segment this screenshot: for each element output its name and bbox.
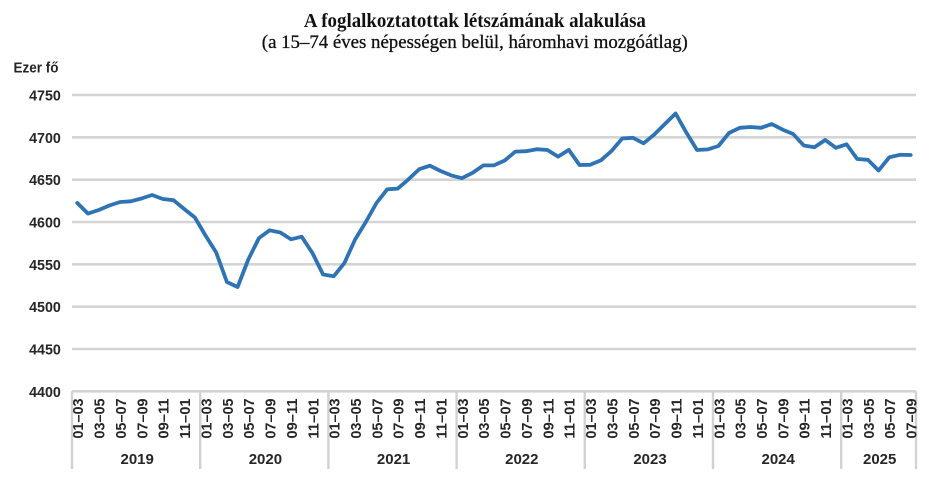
svg-text:2025: 2025	[863, 451, 896, 468]
svg-text:05–07: 05–07	[882, 398, 899, 438]
svg-text:09–11: 09–11	[797, 398, 814, 438]
svg-text:4400: 4400	[29, 384, 61, 401]
svg-text:4450: 4450	[29, 342, 61, 359]
svg-text:4750: 4750	[29, 88, 61, 105]
svg-text:11–01: 11–01	[177, 398, 194, 438]
svg-text:2020: 2020	[249, 451, 282, 468]
svg-text:2023: 2023	[633, 451, 666, 468]
svg-text:4500: 4500	[29, 299, 61, 316]
svg-text:4600: 4600	[29, 215, 61, 232]
svg-text:05–07: 05–07	[369, 398, 386, 438]
svg-text:07–09: 07–09	[775, 398, 792, 438]
svg-text:01–03: 01–03	[327, 398, 344, 438]
svg-text:03–05: 03–05	[348, 398, 365, 438]
svg-text:05–07: 05–07	[754, 398, 771, 438]
svg-text:03–05: 03–05	[733, 398, 750, 438]
svg-text:11–01: 11–01	[562, 398, 579, 438]
svg-text:4550: 4550	[29, 257, 61, 274]
svg-text:01–03: 01–03	[583, 398, 600, 438]
svg-text:01–03: 01–03	[711, 398, 728, 438]
svg-text:2021: 2021	[377, 451, 410, 468]
svg-text:(a 15–74 éves népességen belül: (a 15–74 éves népességen belül, háromhav…	[262, 32, 688, 53]
svg-text:07–09: 07–09	[391, 398, 408, 438]
svg-text:09–11: 09–11	[156, 398, 173, 438]
svg-text:4650: 4650	[29, 172, 61, 189]
svg-text:4700: 4700	[29, 130, 61, 147]
svg-text:01–03: 01–03	[455, 398, 472, 438]
svg-text:11–01: 11–01	[305, 398, 322, 438]
svg-text:03–05: 03–05	[476, 398, 493, 438]
svg-text:07–09: 07–09	[904, 398, 921, 438]
svg-text:09–11: 09–11	[669, 398, 686, 438]
svg-text:09–11: 09–11	[412, 398, 429, 438]
svg-text:A foglalkoztatottak létszámána: A foglalkoztatottak létszámának alakulás…	[304, 10, 646, 32]
svg-text:11–01: 11–01	[690, 398, 707, 438]
svg-text:2024: 2024	[762, 451, 796, 468]
svg-text:09–11: 09–11	[284, 398, 301, 438]
svg-text:03–05: 03–05	[604, 398, 621, 438]
svg-text:07–09: 07–09	[263, 398, 280, 438]
svg-text:05–07: 05–07	[241, 398, 258, 438]
svg-text:03–05: 03–05	[861, 398, 878, 438]
svg-text:01–03: 01–03	[70, 398, 87, 438]
svg-text:05–07: 05–07	[626, 398, 643, 438]
svg-text:07–09: 07–09	[519, 398, 536, 438]
svg-text:03–05: 03–05	[92, 398, 109, 438]
svg-text:09–11: 09–11	[540, 398, 557, 438]
svg-text:05–07: 05–07	[498, 398, 515, 438]
svg-text:05–07: 05–07	[113, 398, 130, 438]
svg-text:07–09: 07–09	[647, 398, 664, 438]
svg-text:2019: 2019	[121, 451, 154, 468]
svg-text:01–03: 01–03	[198, 398, 215, 438]
svg-text:Ezer fő: Ezer fő	[14, 59, 59, 76]
svg-text:07–09: 07–09	[134, 398, 151, 438]
svg-text:01–03: 01–03	[840, 398, 857, 438]
svg-text:11–01: 11–01	[818, 398, 835, 438]
svg-text:11–01: 11–01	[434, 398, 451, 438]
svg-text:03–05: 03–05	[220, 398, 237, 438]
svg-text:2022: 2022	[505, 451, 538, 468]
